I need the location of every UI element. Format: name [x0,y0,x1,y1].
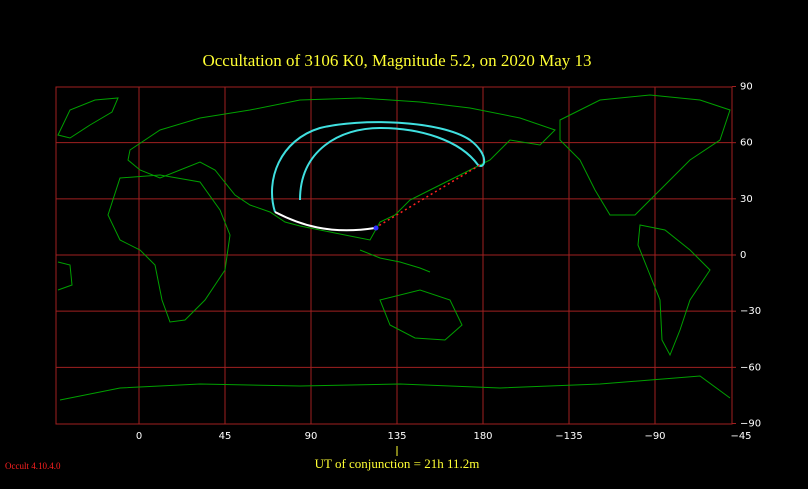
daylight-path [374,164,481,229]
lat-tick-label: −90 [740,419,761,430]
lat-tick-label: 60 [740,138,753,149]
lon-tick-label: 0 [136,431,142,442]
lon-tick-label: 135 [387,431,406,442]
conjunction-point [373,225,379,231]
coastline [59,375,731,401]
lon-tick-label: 45 [219,431,232,442]
lat-tick-label: 0 [740,250,746,261]
lon-tick-label: −90 [644,431,665,442]
lon-tick-label: −135 [555,431,582,442]
occultation-limit [271,121,486,213]
coastline [559,94,731,216]
coastline [637,224,711,357]
conjunction-label: UT of conjunction = 21h 11.2m [315,456,480,471]
coastline [57,261,73,291]
coastline [127,97,556,241]
lon-tick-label: 180 [473,431,492,442]
version-label: Occult 4.10.4.0 [5,461,61,471]
occultation-path [274,211,376,232]
lon-tick-label: −45 [730,431,751,442]
coastline [379,289,463,341]
graticule [55,85,736,425]
title: Occultation of 3106 K0, Magnitude 5.2, o… [202,51,591,70]
coastline [107,174,231,323]
lat-tick-label: 30 [740,194,753,205]
coastlines [57,94,731,401]
lat-tick-label: 90 [740,81,753,92]
lon-tick-label: 90 [305,431,318,442]
lat-tick-label: −60 [740,362,761,373]
coastline [359,249,431,273]
lat-tick-label: −30 [740,306,761,317]
coastline [57,97,119,139]
